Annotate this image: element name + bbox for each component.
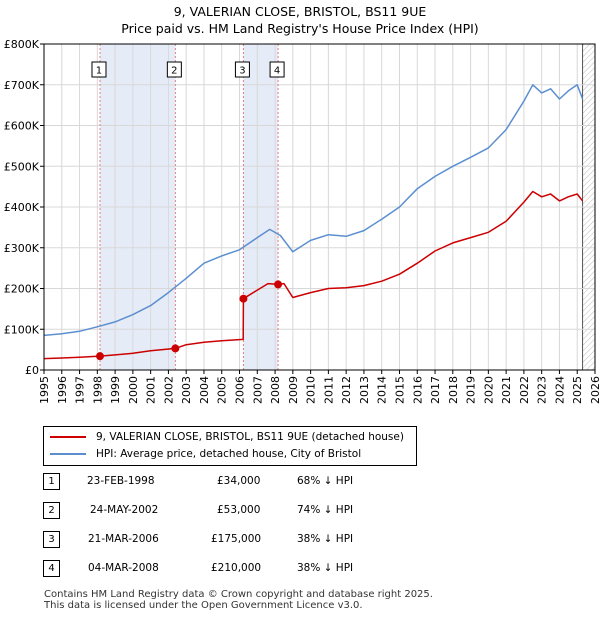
- legend-line-hpi: [50, 453, 86, 455]
- sale-dots: [95, 280, 283, 361]
- x-tick-label: 2023: [536, 376, 549, 404]
- x-tick-label: 2024: [553, 376, 566, 404]
- x-tick-label: 1998: [91, 376, 104, 404]
- sale-number-badge: 2: [43, 502, 60, 519]
- footer-line-1: Contains HM Land Registry data © Crown c…: [44, 589, 433, 600]
- x-tick-label: 2003: [180, 376, 193, 404]
- sale-date: 04-MAR-2008: [88, 562, 159, 574]
- sale-label-number: 3: [239, 66, 245, 77]
- sale-point: [95, 352, 104, 361]
- x-tick-label: 1999: [109, 376, 122, 404]
- x-tick-label: 2004: [198, 376, 211, 404]
- y-tick-label: £700K: [4, 79, 40, 92]
- legend: 9, VALERIAN CLOSE, BRISTOL, BS11 9UE (de…: [43, 426, 417, 466]
- x-tick-label: 1997: [74, 376, 87, 404]
- legend-item-property: 9, VALERIAN CLOSE, BRISTOL, BS11 9UE (de…: [50, 429, 404, 445]
- sale-label-number: 1: [96, 66, 102, 77]
- sale-hpi-diff: 74% ↓ HPI: [297, 504, 354, 516]
- sale-label-number: 4: [274, 66, 280, 77]
- x-tick-label: 2005: [216, 376, 229, 404]
- sale-number-badge: 1: [43, 473, 60, 490]
- sale-label-box: [91, 61, 107, 78]
- x-tick-label: 2010: [305, 376, 318, 404]
- y-tick-label: £300K: [4, 242, 40, 255]
- series-layer: [43, 84, 584, 360]
- chart-title: 9, VALERIAN CLOSE, BRISTOL, BS11 9UE: [173, 4, 427, 19]
- axis-layer: £0 £100K £200K £300K £400K £500K £600K £700K £80…: [4, 38, 600, 404]
- y-tick-label: £400K: [4, 201, 40, 214]
- x-tick-label: 1996: [56, 376, 69, 404]
- sale-point: [274, 280, 283, 289]
- footer-line-2: This data is licensed under the Open Gov…: [44, 600, 363, 611]
- x-tick-label: 2008: [269, 376, 282, 404]
- y-tick-label: £100K: [4, 323, 40, 336]
- y-tick-label: £800K: [4, 38, 40, 51]
- sale-date: 24-MAY-2002: [90, 504, 159, 516]
- legend-item-hpi: HPI: Average price, detached house, City…: [50, 446, 361, 462]
- x-tick-label: 2001: [145, 376, 158, 404]
- x-tick-label: 2025: [571, 376, 584, 404]
- series-line-property: [43, 190, 584, 360]
- x-tick-label: 2018: [447, 376, 460, 404]
- x-tick-label: 2000: [127, 376, 140, 404]
- x-tick-label: 2020: [482, 376, 495, 404]
- x-tick-label: 2012: [340, 376, 353, 404]
- x-tick-label: 2026: [589, 376, 600, 404]
- sale-number-labels: 1 2 3 4: [91, 61, 285, 78]
- sale-price: £34,000: [217, 475, 261, 487]
- y-tick-label: £200K: [4, 283, 40, 296]
- sale-label-box: [269, 61, 285, 78]
- sale-label-number: 2: [171, 66, 177, 77]
- sale-price: £210,000: [211, 562, 262, 574]
- sale-point: [171, 344, 180, 353]
- sale-date: 23-FEB-1998: [87, 475, 155, 487]
- legend-label-property: 9, VALERIAN CLOSE, BRISTOL, BS11 9UE (de…: [96, 431, 404, 443]
- price-chart: 1 2 3 4 £0 £100K £200K £300K £400K £500K £600K £70…: [4, 38, 600, 404]
- sale-label-box: [166, 61, 182, 78]
- x-tick-label: 2009: [287, 376, 300, 404]
- x-tick-label: 2019: [465, 376, 478, 404]
- y-tick-label: £500K: [4, 160, 40, 173]
- y-tick-label: £0: [25, 364, 39, 377]
- sale-point: [239, 294, 248, 303]
- sale-hpi-diff: 38% ↓ HPI: [297, 533, 354, 545]
- sale-number-badge: 4: [43, 560, 60, 577]
- x-tick-label: 2021: [500, 376, 513, 404]
- series-line-hpi: [43, 84, 584, 337]
- x-tick-label: 1995: [38, 376, 51, 404]
- sale-price: £53,000: [217, 504, 261, 516]
- x-tick-label: 2017: [429, 376, 442, 404]
- footer: Contains HM Land Registry data © Crown c…: [44, 589, 433, 611]
- sale-hpi-diff: 38% ↓ HPI: [297, 562, 354, 574]
- x-tick-label: 2007: [251, 376, 264, 404]
- x-tick-label: 2002: [162, 376, 175, 404]
- legend-label-hpi: HPI: Average price, detached house, City…: [96, 448, 362, 460]
- legend-line-property: [50, 436, 86, 438]
- x-tick-label: 2006: [234, 376, 247, 404]
- sale-number-badge: 3: [43, 531, 60, 548]
- x-tick-label: 2014: [376, 376, 389, 404]
- sale-hpi-diff: 68% ↓ HPI: [297, 475, 354, 487]
- y-tick-label: £600K: [4, 120, 40, 133]
- sale-price: £175,000: [211, 533, 262, 545]
- x-tick-label: 2013: [358, 376, 371, 404]
- chart-subtitle: Price paid vs. HM Land Registry's House …: [121, 21, 479, 36]
- x-tick-label: 2022: [518, 376, 531, 404]
- sale-date: 21-MAR-2006: [88, 533, 159, 545]
- x-tick-label: 2016: [411, 376, 424, 404]
- x-tick-label: 2015: [393, 376, 406, 404]
- sale-label-box: [234, 61, 250, 78]
- x-tick-label: 2011: [322, 376, 335, 404]
